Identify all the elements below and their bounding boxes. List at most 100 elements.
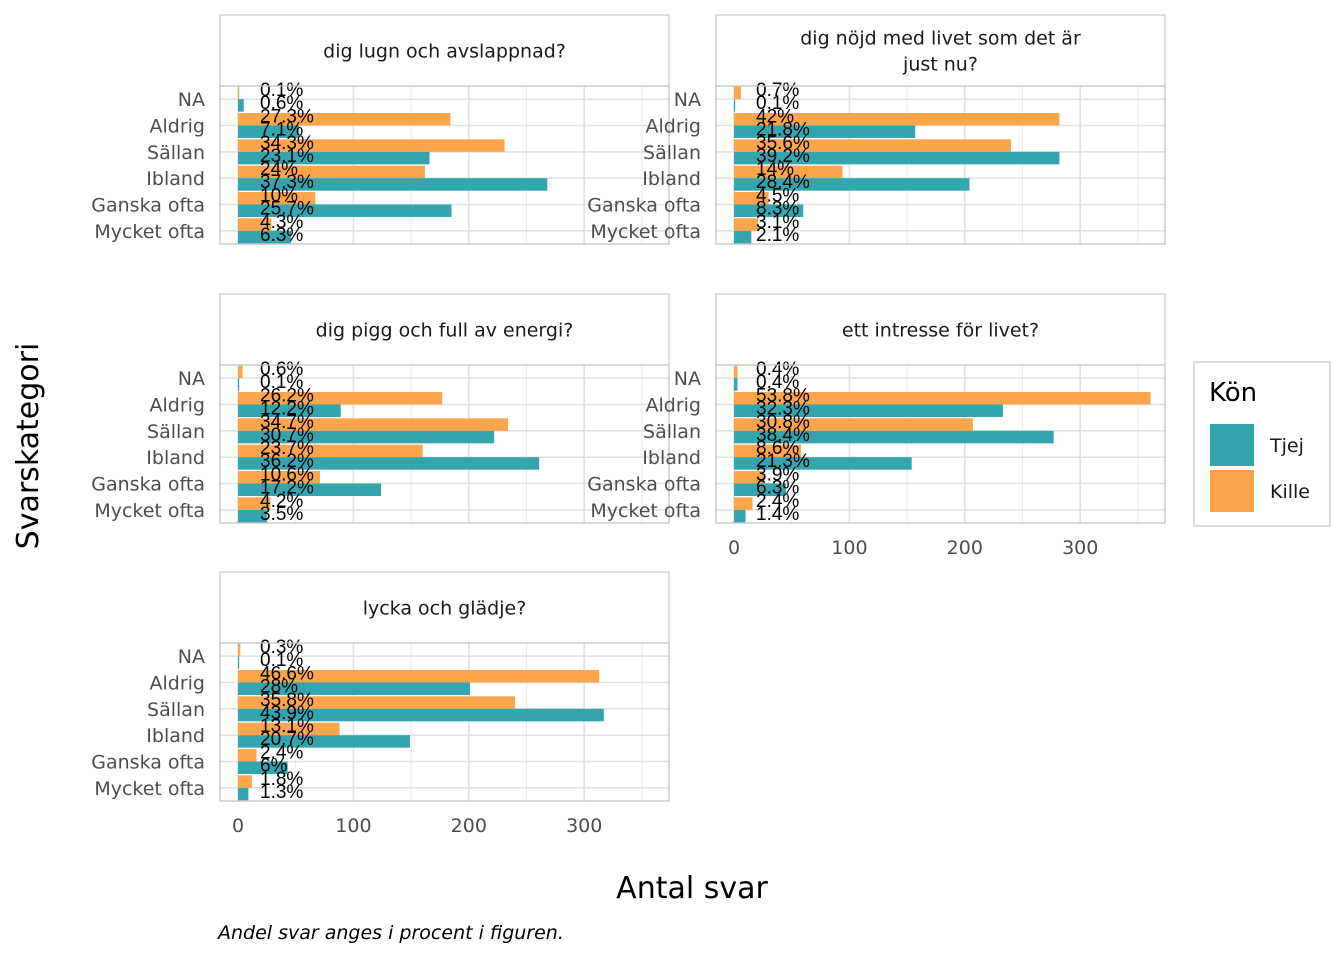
bar-kille bbox=[238, 218, 272, 231]
bar-tjej bbox=[238, 735, 410, 748]
bar-tjej bbox=[238, 378, 240, 391]
category-label: NA bbox=[178, 368, 205, 390]
percent-label: 3.5% bbox=[260, 504, 303, 525]
x-tick-label: 100 bbox=[831, 537, 867, 559]
category-label: Aldrig bbox=[646, 116, 702, 138]
percent-label: 4.5% bbox=[756, 186, 799, 207]
category-label: NA bbox=[178, 646, 205, 668]
percent-label: 0.1% bbox=[756, 93, 799, 114]
x-tick-label: 0 bbox=[232, 815, 244, 837]
category-label: NA bbox=[674, 89, 701, 111]
category-label: Sällan bbox=[643, 142, 701, 164]
category-label: Aldrig bbox=[150, 395, 206, 417]
bar-kille bbox=[238, 192, 316, 205]
category-label: Ganska ofta bbox=[91, 195, 205, 217]
percent-label: 24% bbox=[260, 159, 298, 180]
bar-tjej bbox=[238, 708, 604, 722]
bar-tjej bbox=[238, 151, 430, 165]
category-label: Sällan bbox=[147, 142, 205, 164]
percent-label: 39.2% bbox=[756, 146, 810, 167]
bar-tjej bbox=[238, 457, 540, 470]
percent-label: 14% bbox=[756, 159, 794, 180]
x-axis-title: Antal svar bbox=[616, 871, 768, 906]
legend-label-tjej: Tjej bbox=[1269, 435, 1304, 457]
category-label: Ganska ofta bbox=[91, 474, 205, 496]
bar-kille bbox=[734, 497, 753, 510]
facet-title: dig nöjd med livet som det är bbox=[800, 28, 1081, 50]
percent-label: 34.7% bbox=[260, 412, 314, 433]
legend-swatch-kille bbox=[1210, 470, 1254, 512]
bar-tjej bbox=[238, 509, 267, 523]
category-label: Sällan bbox=[147, 421, 205, 443]
percent-label: 8.6% bbox=[756, 438, 799, 459]
percent-label: 23.7% bbox=[260, 438, 314, 459]
bar-kille bbox=[238, 670, 600, 683]
bar-kille bbox=[734, 365, 738, 379]
legend-title: Kön bbox=[1209, 378, 1257, 408]
bar-tjej bbox=[238, 656, 240, 669]
percent-label: 1.4% bbox=[756, 504, 799, 525]
bar-kille bbox=[734, 86, 741, 100]
percent-label: 13.1% bbox=[260, 716, 314, 737]
bar-tjej bbox=[238, 125, 300, 138]
facet-strip bbox=[219, 293, 670, 366]
percent-label: 4.2% bbox=[260, 491, 303, 512]
panel-border bbox=[219, 364, 670, 524]
bar-kille bbox=[238, 722, 340, 736]
bar-kille bbox=[238, 471, 320, 484]
bar-kille bbox=[734, 444, 801, 458]
facet-panel: ett intresse för livet?0.4%0.4%53.8%32.3… bbox=[587, 293, 1166, 559]
x-tick-label: 0 bbox=[728, 537, 740, 559]
percent-label: 0.1% bbox=[260, 650, 303, 671]
percent-label: 42% bbox=[756, 107, 794, 128]
x-tick-label: 100 bbox=[335, 815, 371, 837]
category-label: Sällan bbox=[147, 699, 205, 721]
bar-tjej bbox=[734, 178, 970, 191]
bar-kille bbox=[238, 165, 425, 179]
category-label: Aldrig bbox=[150, 673, 206, 695]
bar-tjej bbox=[734, 509, 746, 523]
percent-label: 35.8% bbox=[260, 690, 314, 711]
percent-label: 8.3% bbox=[756, 199, 799, 220]
panel-border bbox=[715, 364, 1166, 524]
percent-label: 53.8% bbox=[756, 386, 810, 407]
bar-tjej bbox=[238, 178, 548, 191]
bar-tjej bbox=[734, 457, 912, 470]
percent-label: 20.7% bbox=[260, 729, 314, 750]
bar-kille bbox=[734, 139, 1011, 152]
bar-kille bbox=[238, 113, 451, 126]
percent-label: 35.6% bbox=[756, 133, 810, 154]
category-label: Ibland bbox=[146, 168, 205, 190]
x-tick-label: 200 bbox=[947, 537, 983, 559]
bar-tjej bbox=[238, 430, 495, 444]
panel-border bbox=[219, 85, 670, 245]
bar-kille bbox=[238, 775, 252, 788]
percent-label: 2.4% bbox=[260, 743, 303, 764]
category-label: Aldrig bbox=[150, 116, 206, 138]
percent-label: 36.2% bbox=[260, 451, 314, 472]
category-label: Mycket ofta bbox=[590, 500, 701, 522]
percent-label: 0.4% bbox=[756, 372, 799, 393]
chart-panels: dig lugn och avslappnad? 0.1% 0.6%27.3%7.1… bbox=[91, 14, 1166, 837]
percent-label: 7.1% bbox=[260, 120, 303, 141]
facet-strip bbox=[219, 571, 670, 644]
bar-kille bbox=[238, 749, 257, 762]
category-label: Ibland bbox=[146, 725, 205, 747]
bar-tjej bbox=[734, 404, 1003, 417]
x-tick-label: 300 bbox=[1062, 537, 1098, 559]
percent-label: 0.1% bbox=[260, 372, 303, 393]
percent-label: 6.3% bbox=[260, 225, 303, 246]
category-label: Mycket ofta bbox=[94, 221, 205, 243]
percent-label: 23.1% bbox=[260, 146, 314, 167]
facet-title: dig pigg och full av energi? bbox=[316, 320, 574, 342]
percent-label: 2.4% bbox=[756, 491, 799, 512]
bar-kille bbox=[734, 392, 1151, 405]
category-label: NA bbox=[674, 368, 701, 390]
percent-label: 26.2% bbox=[260, 386, 314, 407]
bar-tjej bbox=[734, 430, 1054, 444]
percent-label: 6.3% bbox=[756, 478, 799, 499]
bar-tjej bbox=[238, 787, 249, 801]
category-label: Ibland bbox=[642, 447, 701, 469]
percent-label: 21.8% bbox=[756, 120, 810, 141]
